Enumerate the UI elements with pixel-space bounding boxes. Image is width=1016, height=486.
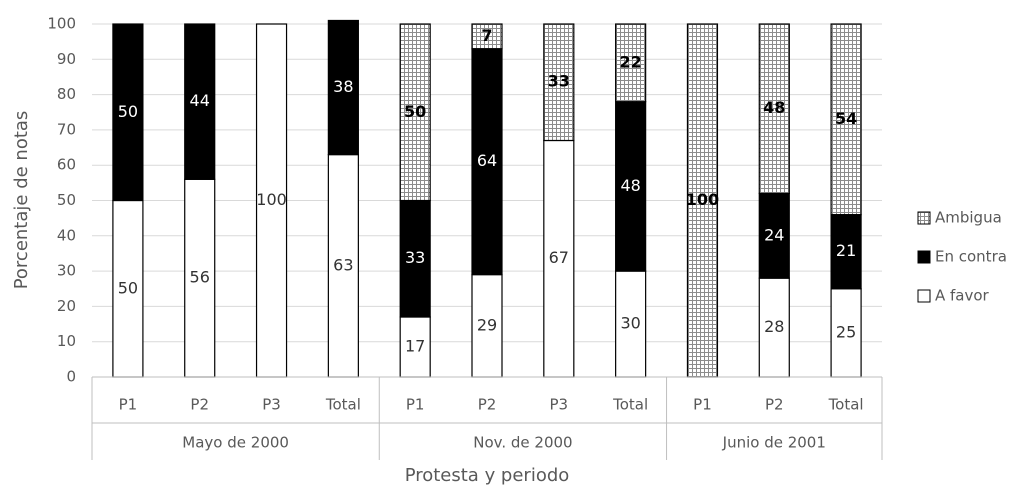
data-label: 24 xyxy=(764,225,784,244)
bar-segment xyxy=(758,23,790,195)
x-tick-label: P1 xyxy=(119,396,138,414)
bar-segment xyxy=(686,23,719,378)
data-label: 56 xyxy=(190,268,210,287)
bar-segment xyxy=(112,23,144,202)
y-tick-label: 0 xyxy=(66,368,76,386)
bar-segment xyxy=(615,270,647,378)
y-tick-label: 90 xyxy=(57,50,76,68)
x-tick-label: P3 xyxy=(262,396,281,414)
legend-swatch xyxy=(917,289,931,303)
legend-label: En contra xyxy=(935,248,1007,266)
y-tick-label: 30 xyxy=(57,262,76,280)
bar-segment xyxy=(543,23,575,142)
x-tick-label: P2 xyxy=(190,396,209,414)
data-label: 48 xyxy=(620,176,640,195)
y-axis-title: Porcentaje de notas xyxy=(11,111,32,290)
bar-segment xyxy=(758,277,790,378)
bar-segment xyxy=(471,23,503,50)
data-label: 50 xyxy=(118,102,138,121)
data-label: 29 xyxy=(477,315,497,334)
data-label: 54 xyxy=(835,109,857,128)
x-tick-label: P3 xyxy=(550,396,569,414)
data-label: 100 xyxy=(256,190,287,209)
data-label: 25 xyxy=(836,322,856,341)
bar-segment xyxy=(399,23,431,202)
bar-segment xyxy=(255,23,288,378)
y-tick-label: 40 xyxy=(57,226,76,244)
x-tick-label: P2 xyxy=(765,396,784,414)
y-tick-label: 50 xyxy=(57,191,76,209)
bar-segment xyxy=(184,23,216,180)
data-label: 33 xyxy=(548,72,570,91)
legend-label: Ambigua xyxy=(935,209,1002,227)
bar-segment xyxy=(471,274,503,378)
bar-segment xyxy=(615,23,647,103)
y-tick-label: 10 xyxy=(57,332,76,350)
group-label: Mayo de 2000 xyxy=(182,434,289,452)
data-label: 63 xyxy=(333,255,353,274)
x-tick-label: P2 xyxy=(478,396,497,414)
data-label: 48 xyxy=(763,98,785,117)
x-axis-title: Protesta y periodo xyxy=(405,465,570,486)
data-label: 64 xyxy=(477,151,497,170)
legend-swatch xyxy=(917,250,931,264)
bar-segment xyxy=(112,199,144,378)
y-tick-label: 20 xyxy=(57,297,76,315)
bar-segment xyxy=(184,178,216,378)
bar-segment xyxy=(830,23,862,216)
y-tick-label: 100 xyxy=(47,15,76,33)
data-label: 100 xyxy=(686,190,719,209)
data-label: 67 xyxy=(549,248,569,267)
y-tick-label: 80 xyxy=(57,85,76,103)
data-label: 50 xyxy=(118,278,138,297)
data-label: 30 xyxy=(620,314,640,333)
x-tick-label: P1 xyxy=(406,396,425,414)
data-label: 22 xyxy=(620,52,642,71)
group-label: Nov. de 2000 xyxy=(473,434,572,452)
bar-segment xyxy=(327,19,359,156)
y-tick-label: 60 xyxy=(57,156,76,174)
data-label: 21 xyxy=(836,241,856,260)
legend-swatch xyxy=(917,211,931,225)
x-tick-label: Total xyxy=(828,396,864,414)
x-tick-label: Total xyxy=(612,396,648,414)
y-tick-label: 70 xyxy=(57,120,76,138)
data-label: 33 xyxy=(405,248,425,267)
group-label: Junio de 2001 xyxy=(722,434,826,452)
data-label: 50 xyxy=(404,102,426,121)
x-tick-label: Total xyxy=(325,396,361,414)
x-tick-label: P1 xyxy=(693,396,712,414)
bar-segment xyxy=(830,288,862,378)
bar-segment xyxy=(471,48,503,276)
legend-label: A favor xyxy=(935,287,990,305)
data-label: 7 xyxy=(481,26,492,45)
data-label: 17 xyxy=(405,336,425,355)
data-label: 28 xyxy=(764,317,784,336)
data-label: 38 xyxy=(333,77,353,96)
data-label: 44 xyxy=(190,91,210,110)
